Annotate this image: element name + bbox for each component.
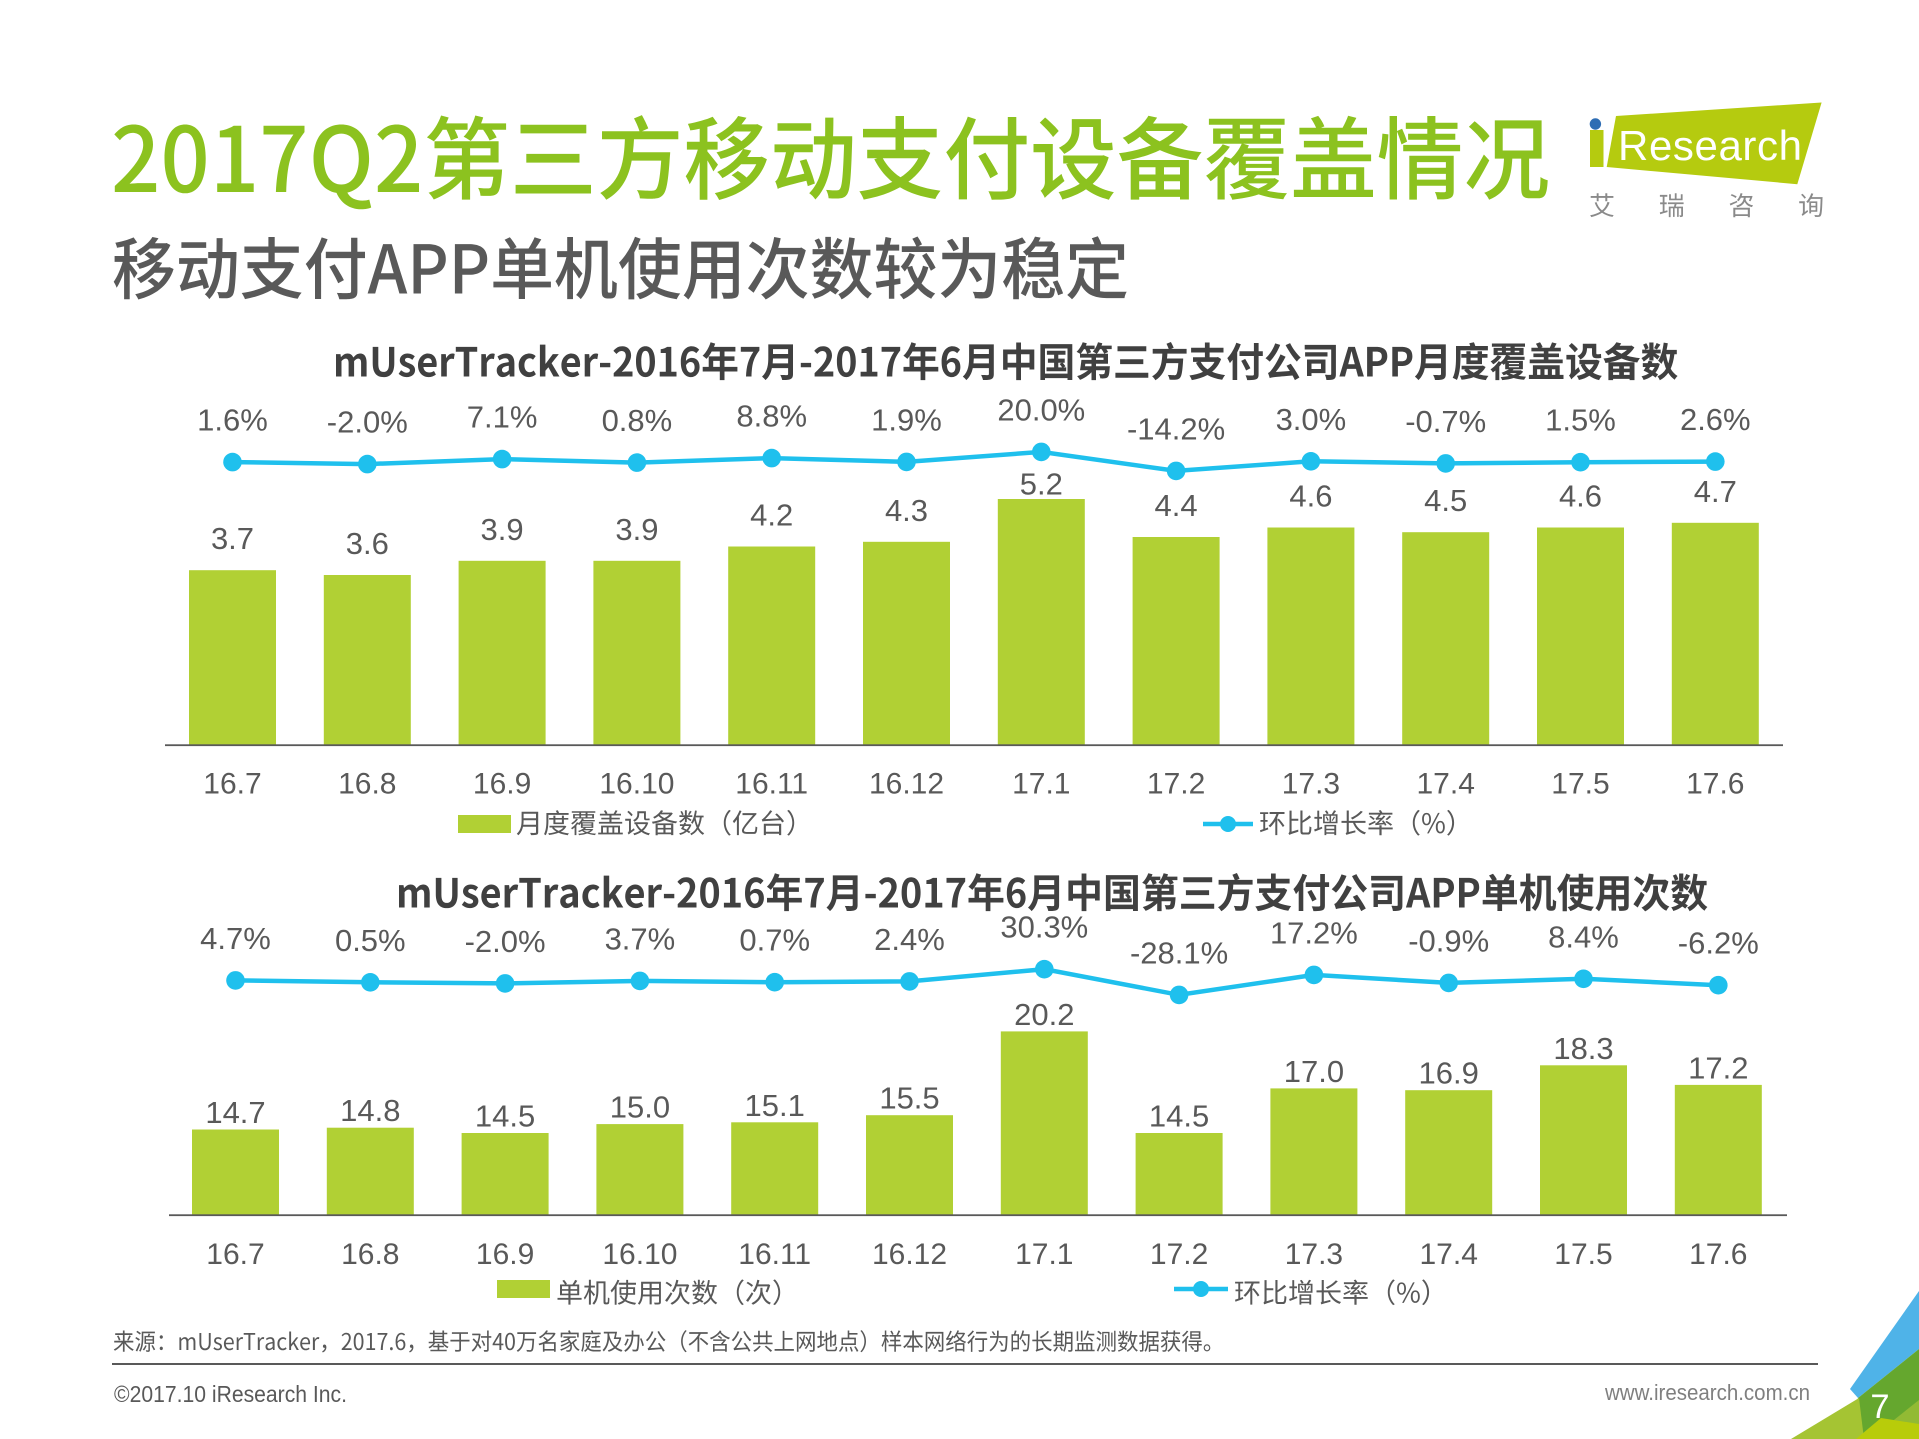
svg-text:-6.2%: -6.2% [1678, 926, 1759, 961]
svg-text:©2017.10 iResearch Inc.: ©2017.10 iResearch Inc. [114, 1381, 347, 1407]
svg-text:16.7: 16.7 [206, 1238, 264, 1271]
svg-text:3.9: 3.9 [615, 512, 658, 547]
svg-text:4.6: 4.6 [1559, 479, 1602, 514]
svg-text:3.6: 3.6 [346, 526, 389, 561]
svg-text:14.7: 14.7 [205, 1095, 265, 1130]
svg-text:8.8%: 8.8% [736, 399, 807, 434]
svg-text:-0.9%: -0.9% [1408, 923, 1489, 958]
svg-text:4.6: 4.6 [1289, 479, 1332, 514]
svg-text:17.4: 17.4 [1420, 1238, 1478, 1271]
svg-text:17.1: 17.1 [1015, 1238, 1073, 1271]
svg-text:17.5: 17.5 [1554, 1238, 1612, 1271]
svg-text:5.2: 5.2 [1020, 467, 1063, 502]
svg-text:17.3: 17.3 [1282, 768, 1340, 801]
svg-text:0.5%: 0.5% [335, 923, 406, 958]
svg-text:17.6: 17.6 [1689, 1238, 1747, 1271]
svg-text:-0.7%: -0.7% [1405, 404, 1486, 439]
svg-text:4.4: 4.4 [1155, 488, 1198, 523]
svg-text:-14.2%: -14.2% [1127, 411, 1225, 446]
svg-text:20.2: 20.2 [1014, 997, 1074, 1032]
svg-text:16.7: 16.7 [203, 768, 261, 801]
svg-text:3.7%: 3.7% [605, 921, 676, 956]
svg-text:16.11: 16.11 [735, 768, 808, 801]
svg-text:4.7%: 4.7% [200, 921, 271, 956]
svg-text:17.2: 17.2 [1147, 768, 1205, 801]
svg-text:www.iresearch.com.cn: www.iresearch.com.cn [1604, 1380, 1810, 1405]
svg-text:20.0%: 20.0% [997, 392, 1085, 427]
svg-text:16.10: 16.10 [599, 768, 674, 801]
svg-text:-28.1%: -28.1% [1130, 935, 1228, 970]
svg-text:17.4: 17.4 [1417, 768, 1475, 801]
svg-text:7.1%: 7.1% [467, 400, 538, 435]
svg-text:17.2: 17.2 [1150, 1238, 1208, 1271]
svg-text:3.0%: 3.0% [1276, 402, 1347, 437]
svg-text:17.1: 17.1 [1012, 768, 1070, 801]
svg-text:17.3: 17.3 [1285, 1238, 1343, 1271]
svg-text:1.9%: 1.9% [871, 402, 942, 437]
svg-text:16.9: 16.9 [473, 768, 531, 801]
svg-text:-2.0%: -2.0% [465, 924, 546, 959]
svg-text:4.2: 4.2 [750, 498, 793, 533]
svg-text:17.0: 17.0 [1284, 1054, 1344, 1089]
svg-text:7: 7 [1870, 1388, 1889, 1426]
svg-text:16.8: 16.8 [341, 1238, 399, 1271]
svg-text:-2.0%: -2.0% [327, 405, 408, 440]
svg-text:17.2%: 17.2% [1270, 915, 1358, 950]
svg-text:17.5: 17.5 [1551, 768, 1609, 801]
svg-text:16.9: 16.9 [476, 1238, 534, 1271]
svg-text:14.8: 14.8 [340, 1093, 400, 1128]
svg-text:14.5: 14.5 [475, 1099, 535, 1134]
svg-text:14.5: 14.5 [1149, 1099, 1209, 1134]
svg-text:1.6%: 1.6% [197, 403, 268, 438]
svg-text:15.1: 15.1 [745, 1088, 805, 1123]
svg-text:4.5: 4.5 [1424, 483, 1467, 518]
svg-text:3.7: 3.7 [211, 521, 254, 556]
svg-text:0.8%: 0.8% [602, 403, 673, 438]
svg-text:16.9: 16.9 [1419, 1056, 1479, 1091]
svg-text:8.4%: 8.4% [1548, 919, 1619, 954]
svg-text:15.0: 15.0 [610, 1090, 670, 1125]
svg-text:16.12: 16.12 [869, 768, 944, 801]
svg-text:4.3: 4.3 [885, 493, 928, 528]
svg-text:17.6: 17.6 [1686, 768, 1744, 801]
svg-text:0.7%: 0.7% [739, 923, 810, 958]
svg-text:15.5: 15.5 [879, 1081, 939, 1116]
svg-text:1.5%: 1.5% [1545, 403, 1616, 438]
svg-text:4.7: 4.7 [1694, 474, 1737, 509]
svg-text:17.2: 17.2 [1688, 1050, 1748, 1085]
svg-text:16.8: 16.8 [338, 768, 396, 801]
svg-text:3.9: 3.9 [481, 512, 524, 547]
svg-text:16.12: 16.12 [872, 1238, 947, 1271]
svg-text:2.6%: 2.6% [1680, 402, 1751, 437]
svg-text:2.4%: 2.4% [874, 922, 945, 957]
svg-text:16.11: 16.11 [738, 1238, 811, 1271]
svg-text:16.10: 16.10 [602, 1238, 677, 1271]
svg-text:Research: Research [1618, 122, 1802, 169]
svg-text:18.3: 18.3 [1553, 1031, 1613, 1066]
svg-text:30.3%: 30.3% [1000, 910, 1088, 945]
